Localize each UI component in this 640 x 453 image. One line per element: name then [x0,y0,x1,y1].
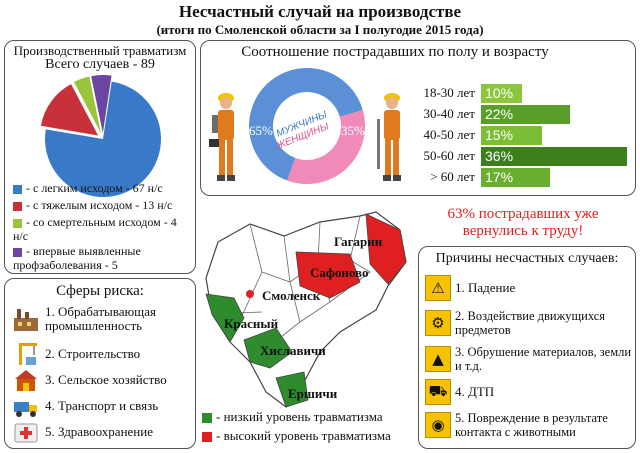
injury-panel: Производственный травматизм Всего случае… [4,40,196,274]
causes-panel: Причины несчастных случаев: ⚠ 1. Падение… [418,246,636,449]
legend-swatch [13,201,22,211]
donut-slice-2 [287,110,365,184]
risk-item-label: 5. Здравоохранение [45,424,153,439]
female-pct-label: 35% [341,123,365,138]
age-label: 40-50 лет [423,127,475,142]
injury-pie-chart [41,75,161,197]
causes-panel-title: Причины несчастных случаев: [435,251,619,266]
cause-item-label: 2. Воздействие движущихся предметов [455,309,606,337]
gender-age-panel: Соотношение пострадавших по полу и возра… [200,40,636,196]
cause-item-traffic: ⛟ 4. ДТП [425,379,633,405]
cause-item-collapse: ▲ 3. Обрушение материалов, земли и т.д. [425,345,633,373]
pie-slice-4 [91,75,112,134]
donut-slice-1 [248,67,363,181]
falling-person-icon: ⚠ [425,275,451,301]
cause-item-label: 1. Падение [455,280,516,295]
cause-item-label: 5. Повреждение в результате контакта с ж… [455,411,608,439]
district-gagarin [365,213,407,285]
age-bar [481,126,542,145]
map-label-smolensk: Смоленск [262,288,321,303]
map-label-krasny: Красный [224,316,279,331]
male-pct-label: 65% [249,123,273,138]
factory-icon [14,309,38,331]
risk-item-label: 2. Строительство [45,346,141,361]
legend-swatch-high [202,432,212,443]
legend-swatch [13,247,22,257]
risk-item-agriculture: 3. Сельское хозяйство [13,367,193,393]
female-worker-icon [377,93,401,181]
car-crash-icon: ⛟ [425,379,451,405]
moving-machinery-icon: ⚙ [425,310,451,336]
risk-item-transport: 4. Транспорт и связь [13,393,193,419]
animal-icon: ◉ [425,412,451,438]
first-aid-icon [14,423,38,443]
smolensk-region-map [205,211,407,408]
pie-slice-2 [41,84,99,136]
crane-icon [19,343,37,365]
age-bar [481,105,571,124]
map-label-gagarin: Гагарин [334,234,383,249]
smolensk-city-marker [246,290,254,298]
gender-donut-chart [248,67,365,184]
age-bar-value-label: 17% [485,169,514,185]
injury-total: Всего случаев - 89 [45,57,155,72]
cause-item-label: 3. Обрушение материалов, земли и т.д. [455,345,632,373]
risk-item-label: 1. Обрабатывающая промышленность [45,304,156,333]
district-khislavichi [243,327,293,369]
risk-item-label: 3. Сельское хозяйство [45,372,167,387]
district-ershichi [275,371,309,408]
return-to-work-note: 63% пострадавших уже вернулись к труду! [447,206,599,239]
risk-item-construction: 2. Строительство [13,341,193,367]
barn-icon [15,370,37,391]
risk-panel-title: Сферы риска: [56,283,144,299]
cause-item-moving-objects: ⚙ 2. Воздействие движущихся предметов [425,309,633,337]
injury-legend-item-fatal: - со смертельным исходом - 4 н/с [13,215,177,243]
pie-slice-3 [73,76,101,134]
collapse-icon: ▲ [425,346,451,372]
risk-item-healthcare: 5. Здравоохранение [13,419,193,445]
page-title: Несчастный случай на производстве [178,2,462,21]
age-bar-value-label: 22% [485,106,514,122]
risk-item-label: 4. Транспорт и связь [45,398,159,413]
age-label: 50-60 лет [423,148,475,163]
age-label: > 60 лет [430,169,475,184]
age-label: 30-40 лет [423,106,475,121]
map-label-ershichi: Ершичи [288,386,338,401]
age-bar [481,147,627,166]
age-bar-value-label: 10% [485,85,514,101]
pie-slice-1 [44,81,161,197]
gender-age-title: Соотношение пострадавших по полу и возра… [241,44,549,60]
injury-panel-title: Производственный травматизм [13,43,187,58]
map-label-safonovo: Сафоново [310,265,369,280]
map-legend-low: - низкий уровень травматизма [202,409,383,425]
cause-item-fall: ⚠ 1. Падение [425,275,633,301]
page-subtitle: (итоги по Смоленской области за I полуго… [156,22,484,37]
injury-legend-item-severe: - с тяжелым исходом - 13 н/с [13,198,195,212]
map-label-khislavichi: Хиславичи [260,343,326,358]
age-bar-value-label: 36% [485,148,514,164]
legend-swatch-low [202,413,212,424]
map-legend-high: - высокий уровень травматизма [202,428,391,444]
legend-swatch [13,184,22,194]
district-krasny [205,293,245,343]
male-worker-icon [209,93,235,181]
district-safonovo [295,251,361,299]
injury-legend-item-light: - с легким исходом - 67 н/с [13,181,195,195]
risk-panel: Сферы риска: 1. Обрабатывающая промышлен… [4,278,196,449]
cause-item-animals: ◉ 5. Повреждение в результате контакта с… [425,411,633,439]
age-bar [481,84,522,103]
legend-swatch [13,218,22,228]
truck-icon [14,402,37,417]
injury-legend-item-occupational: - впервые выявленные профзаболевания - 5 [13,244,141,272]
age-bar-value-label: 15% [485,127,514,143]
age-bar [481,168,550,187]
risk-item-manufacturing: 1. Обрабатывающая промышленность [13,305,193,333]
cause-item-label: 4. ДТП [455,384,495,399]
age-label: 18-30 лет [423,85,475,100]
